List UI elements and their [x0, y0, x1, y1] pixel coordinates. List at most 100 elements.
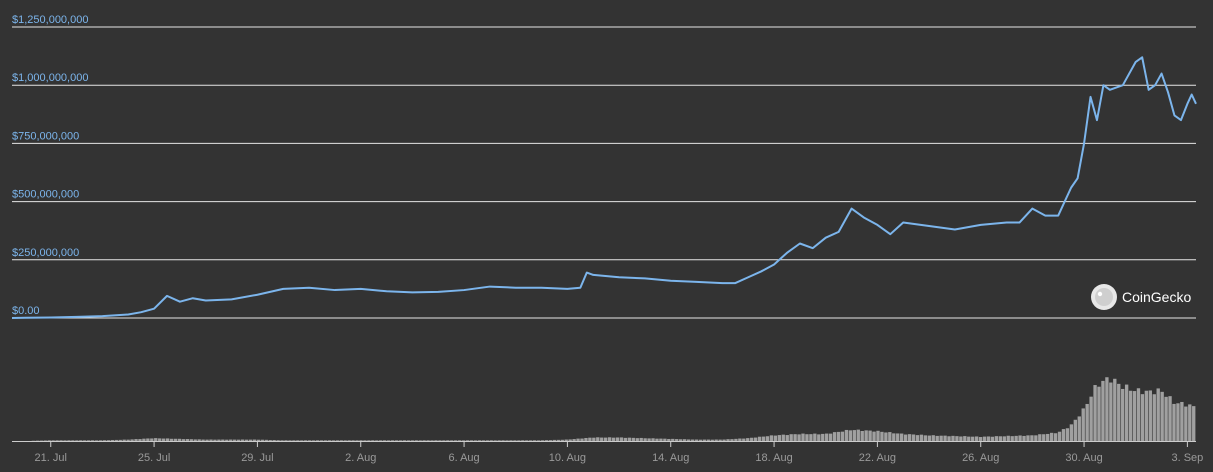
volume-bar [1034, 435, 1038, 441]
volume-bar [169, 438, 174, 441]
volume-bar [1089, 396, 1093, 441]
volume-bar [351, 440, 355, 441]
x-tick-label: 30. Aug [1065, 452, 1102, 464]
volume-bar [596, 437, 600, 441]
volume-bar [477, 440, 482, 441]
volume-bar [777, 435, 781, 441]
volume-bar [382, 440, 387, 441]
volume-bar [185, 439, 189, 441]
price-line-layer [11, 56, 1197, 319]
volume-bar [690, 439, 695, 441]
volume-bar [505, 440, 509, 441]
volume-bar [469, 440, 474, 441]
gecko-icon-inner [1095, 288, 1113, 306]
volume-bar [1002, 436, 1006, 441]
y-tick-label: $1,250,000,000 [12, 14, 88, 26]
volume-bar [150, 438, 154, 441]
volume-bar [1156, 388, 1160, 441]
volume-bar [1144, 390, 1149, 441]
volume-bar [702, 439, 707, 441]
volume-bar [323, 440, 328, 441]
volume-bar [122, 439, 126, 441]
volume-bar [896, 433, 900, 441]
volume-bar [698, 439, 703, 441]
volume-bar [55, 440, 59, 441]
gecko-icon-eye [1097, 291, 1103, 297]
volume-bar [438, 440, 442, 441]
volume-bar [339, 440, 343, 441]
volume-bar [817, 434, 821, 441]
volume-bar [1093, 385, 1097, 441]
volume-bar [386, 440, 391, 441]
volume-bar [1140, 394, 1145, 441]
volume-bar [686, 439, 691, 441]
x-tick-label: 6. Aug [448, 452, 479, 464]
volume-bar [714, 439, 718, 441]
volume-bar [592, 437, 596, 441]
coingecko-logo[interactable]: CoinGecko [1091, 284, 1191, 310]
volume-bar [335, 440, 339, 441]
volume-bar [1172, 403, 1176, 441]
volume-bar [1030, 435, 1034, 441]
volume-bar [694, 439, 699, 441]
volume-bar [1132, 391, 1137, 441]
volume-bar [761, 436, 766, 441]
volume-bar [154, 438, 158, 441]
volume-bar [43, 440, 47, 441]
volume-bar [722, 439, 726, 441]
volume-bar [1109, 382, 1113, 441]
volume-bar [201, 439, 205, 441]
volume-bar [994, 436, 999, 441]
volume-bar [959, 436, 963, 441]
price-line [11, 56, 1197, 319]
volume-bar [1018, 435, 1022, 441]
volume-bar [1117, 383, 1121, 441]
volume-bar [1152, 394, 1156, 441]
volume-bar [1014, 435, 1018, 441]
x-axis: 21. Jul 25. Jul 29. Jul 2. Aug 6. Aug 10. Aug… [12, 441, 1203, 464]
volume-bar [473, 440, 478, 441]
volume-bar [513, 440, 517, 441]
x-tick-label: 26. Aug [962, 452, 999, 464]
volume-bar [1042, 434, 1046, 441]
volume-bar [556, 439, 560, 441]
volume-bar [544, 440, 549, 441]
volume-bar [213, 439, 217, 441]
volume-bar [260, 439, 264, 441]
volume-bar [418, 440, 422, 441]
volume-bar [753, 437, 758, 441]
volume-bar [678, 439, 683, 441]
volume-bar [805, 434, 809, 441]
volume-bar [600, 437, 604, 441]
volume-bar [1148, 390, 1152, 441]
volume-bar [430, 440, 434, 441]
x-tick-label: 3. Sep [1171, 452, 1203, 464]
volume-bar [422, 440, 426, 441]
volume-bar [667, 438, 671, 441]
volume-bar [272, 440, 276, 441]
volume-bar [706, 439, 710, 441]
volume-bar [244, 439, 249, 441]
volume-bar [1113, 378, 1117, 441]
volume-bar [1101, 380, 1105, 441]
volume-bar [990, 436, 995, 441]
x-tick-label: 22. Aug [859, 452, 896, 464]
volume-bar [765, 436, 770, 441]
volume-bar [1168, 396, 1172, 441]
volume-bars [31, 377, 1196, 441]
volume-bar [552, 439, 557, 441]
volume-bar [1061, 429, 1066, 441]
volume-bar [134, 439, 138, 441]
volume-bar [319, 440, 324, 441]
volume-bar [489, 440, 493, 441]
volume-bar [240, 439, 245, 441]
volume-bar [1180, 401, 1184, 441]
volume-bar [971, 436, 975, 441]
volume-bar [446, 440, 450, 441]
volume-bar [158, 438, 162, 441]
volume-bar [304, 440, 308, 441]
volume-bar [193, 439, 197, 441]
volume-bar [146, 438, 150, 441]
volume-bar [292, 440, 296, 441]
